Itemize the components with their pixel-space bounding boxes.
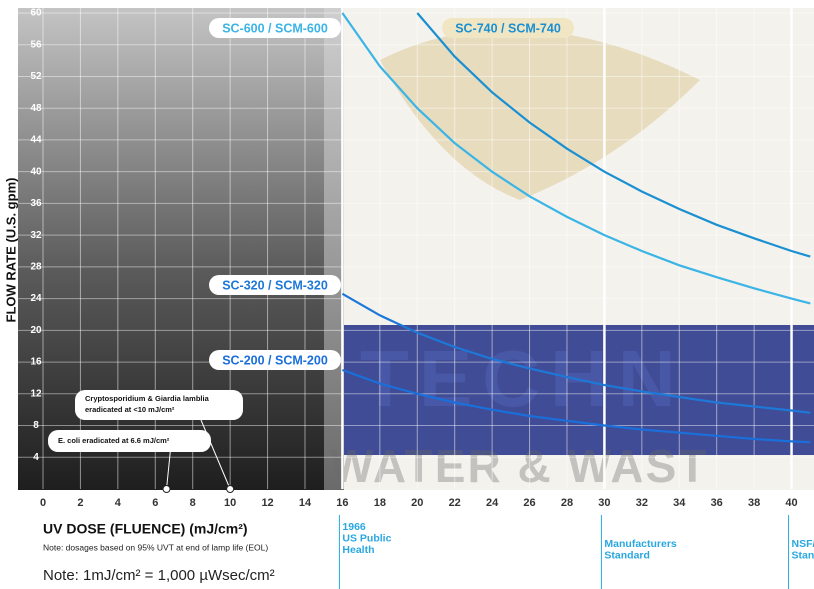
x-tick-label: 30 bbox=[598, 497, 610, 509]
x-tick-label: 14 bbox=[299, 497, 312, 509]
callout-point bbox=[162, 485, 171, 493]
legend-pill bbox=[209, 275, 341, 295]
x-tick-label: 18 bbox=[374, 497, 386, 509]
y-tick-label: 24 bbox=[30, 293, 42, 304]
callout-point bbox=[226, 485, 235, 493]
legend-pill bbox=[209, 18, 341, 38]
x-tick-label: 16 bbox=[336, 497, 348, 509]
legend-label: SC-600 / SCM-600 bbox=[222, 21, 328, 35]
series-line bbox=[341, 12, 811, 305]
x-axis-note: Note: dosages based on 95% UVT at end of… bbox=[43, 542, 268, 552]
x-tick-label: 32 bbox=[636, 497, 648, 509]
standard-label: Health bbox=[342, 544, 374, 556]
x-tick-label: 20 bbox=[411, 497, 423, 509]
footnote: Note: 1mJ/cm² = 1,000 µWsec/cm² bbox=[43, 567, 275, 584]
callout-box bbox=[75, 390, 243, 420]
y-tick-label: 8 bbox=[33, 420, 39, 431]
x-tick-label: 12 bbox=[261, 497, 273, 509]
legend-label: SC-740 / SCM-740 bbox=[455, 21, 561, 35]
legend-pill bbox=[442, 18, 574, 38]
x-tick-label: 34 bbox=[673, 497, 686, 509]
y-tick-label: 4 bbox=[33, 452, 39, 463]
y-tick-label: 32 bbox=[30, 230, 42, 241]
plot-background: TECHN WATER & WAST bbox=[18, 8, 814, 492]
y-axis-label: FLOW RATE (U.S. gpm) bbox=[3, 178, 18, 323]
x-tick-label: 4 bbox=[115, 497, 122, 509]
legend-label: SC-320 / SCM-320 bbox=[222, 278, 328, 292]
callout-box bbox=[48, 430, 211, 452]
y-tick-label: 36 bbox=[30, 198, 42, 209]
series-line bbox=[341, 292, 811, 414]
y-tick-label: 44 bbox=[30, 135, 42, 146]
y-tick-label: 52 bbox=[30, 71, 42, 82]
y-tick-label: 20 bbox=[30, 325, 42, 336]
y-tick-label: 40 bbox=[30, 166, 42, 177]
x-tick-label: 8 bbox=[190, 497, 196, 509]
y-tick-label: 12 bbox=[30, 388, 42, 399]
callout-text: Cryptosporidium & Giardia lamblia bbox=[85, 394, 210, 403]
y-tick-label: 28 bbox=[30, 262, 42, 273]
callout-text: E. coli eradicated at 6.6 mJ/cm² bbox=[58, 436, 170, 445]
callout-text: eradicated at <10 mJ/cm² bbox=[85, 405, 175, 414]
watermark: TECHN bbox=[360, 334, 686, 423]
x-tick-label: 22 bbox=[449, 497, 461, 509]
x-tick-label: 40 bbox=[785, 497, 797, 509]
series-line bbox=[342, 368, 811, 444]
standard-label: 1966 bbox=[342, 521, 366, 533]
legend-label: SC-200 / SCM-200 bbox=[222, 353, 328, 367]
x-tick-label: 26 bbox=[523, 497, 535, 509]
series-line bbox=[416, 12, 811, 258]
y-tick-label: 48 bbox=[30, 103, 42, 114]
x-tick-label: 24 bbox=[486, 497, 499, 509]
x-tick-label: 38 bbox=[748, 497, 760, 509]
x-tick-label: 0 bbox=[40, 497, 46, 509]
y-tick-label: 56 bbox=[30, 39, 42, 50]
x-tick-label: 10 bbox=[224, 497, 236, 509]
standard-label: US Public bbox=[342, 532, 391, 544]
y-tick-label: 16 bbox=[30, 357, 42, 368]
x-tick-label: 2 bbox=[77, 497, 83, 509]
x-tick-label: 28 bbox=[561, 497, 573, 509]
x-axis-label: UV DOSE (FLUENCE) (mJ/cm²) bbox=[43, 521, 248, 537]
watermark: WATER & WAST bbox=[330, 440, 708, 492]
x-tick-label: 36 bbox=[711, 497, 723, 509]
standard-label: NSF/ bbox=[792, 538, 814, 550]
x-tick-label: 6 bbox=[152, 497, 158, 509]
standard-label: Manufacturers bbox=[604, 538, 677, 550]
callout-leader bbox=[166, 451, 171, 490]
legend-pill bbox=[209, 350, 341, 370]
y-tick-label: 60 bbox=[30, 8, 42, 19]
standard-label: Standard bbox=[604, 549, 650, 561]
standard-label: Stan bbox=[792, 549, 814, 561]
